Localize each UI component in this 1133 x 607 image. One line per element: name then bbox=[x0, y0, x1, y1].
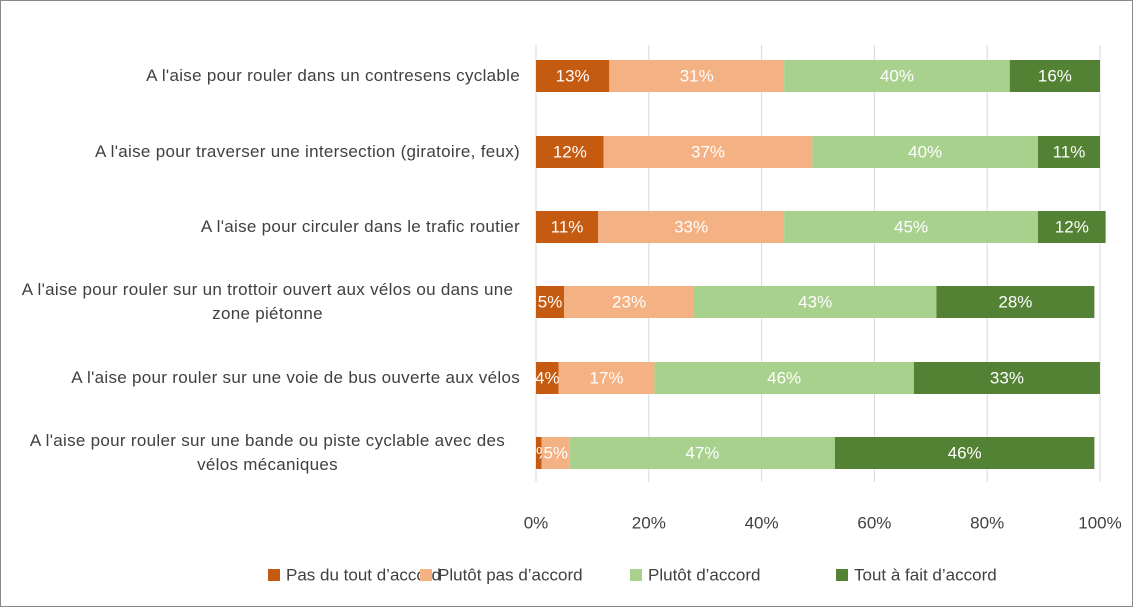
bar-segment bbox=[558, 362, 655, 394]
x-tick-label: 0% bbox=[524, 513, 549, 532]
bar-segment bbox=[536, 136, 604, 168]
x-tick-label: 80% bbox=[970, 513, 1004, 532]
bar-segment bbox=[536, 362, 559, 394]
category-text: A l'aise pour rouler sur un trottoir ouv… bbox=[21, 280, 514, 323]
x-tick-label: 100% bbox=[1078, 513, 1121, 532]
bar-segment bbox=[536, 286, 565, 318]
legend-label: Plutôt d’accord bbox=[648, 565, 760, 584]
category-label: A l'aise pour traverser une intersection… bbox=[95, 140, 520, 164]
bar-segment bbox=[603, 136, 813, 168]
category-text: A l'aise pour circuler dans le trafic ro… bbox=[200, 217, 520, 236]
data-label: 47% bbox=[685, 443, 719, 462]
bar-segment bbox=[598, 211, 785, 243]
x-tick-label: 60% bbox=[857, 513, 891, 532]
data-label: 46% bbox=[767, 368, 801, 387]
data-label: 33% bbox=[674, 217, 708, 236]
category-text: A l'aise pour rouler sur une bande ou pi… bbox=[29, 431, 506, 474]
bar-segment bbox=[569, 437, 835, 469]
bar-segment bbox=[536, 60, 610, 92]
legend-label: Plutôt pas d’accord bbox=[438, 565, 583, 584]
category-label: A l'aise pour rouler dans un contresens … bbox=[146, 64, 520, 88]
bar-segment bbox=[1009, 60, 1100, 92]
data-label: 16% bbox=[1038, 66, 1072, 85]
data-label: 40% bbox=[880, 66, 914, 85]
category-text: A l'aise pour traverser une intersection… bbox=[94, 142, 520, 161]
data-label: 46% bbox=[948, 443, 982, 462]
category-label: A l'aise pour rouler sur un trottoir ouv… bbox=[15, 278, 520, 326]
category-text: A l'aise pour rouler dans un contresens … bbox=[146, 66, 520, 85]
category-label: A l'aise pour rouler sur une voie de bus… bbox=[71, 366, 520, 390]
bar-segment bbox=[1037, 136, 1100, 168]
data-label: 37% bbox=[691, 142, 725, 161]
data-label: 12% bbox=[1055, 217, 1089, 236]
legend-swatch bbox=[268, 569, 280, 581]
bar-segment bbox=[1037, 211, 1106, 243]
data-label: 17% bbox=[589, 368, 623, 387]
bar-segment bbox=[536, 211, 599, 243]
legend-label: Pas du tout d’accord bbox=[286, 565, 441, 584]
data-label: 11% bbox=[551, 217, 584, 236]
bar-segment bbox=[784, 211, 1038, 243]
bar-segment bbox=[812, 136, 1038, 168]
data-label: 40% bbox=[908, 142, 942, 161]
category-text: A l'aise pour rouler sur une voie de bus… bbox=[71, 368, 520, 387]
data-label: 5% bbox=[543, 443, 568, 462]
data-label: 23% bbox=[612, 292, 646, 311]
category-label: A l'aise pour rouler sur une bande ou pi… bbox=[15, 429, 520, 477]
legend-label: Tout à fait d’accord bbox=[854, 565, 997, 584]
category-label: A l'aise pour circuler dans le trafic ro… bbox=[201, 215, 520, 239]
legend-swatch bbox=[836, 569, 848, 581]
bar-segment bbox=[536, 437, 542, 469]
bar-segment bbox=[541, 437, 570, 469]
data-label: 31% bbox=[680, 66, 714, 85]
x-tick-label: 20% bbox=[632, 513, 666, 532]
legend-swatch bbox=[420, 569, 432, 581]
bar-segment bbox=[936, 286, 1095, 318]
data-label: 11% bbox=[1053, 142, 1086, 161]
data-label: 43% bbox=[798, 292, 832, 311]
data-label: 13% bbox=[556, 66, 590, 85]
data-label: 45% bbox=[894, 217, 928, 236]
bar-segment bbox=[834, 437, 1095, 469]
data-label: 12% bbox=[553, 142, 587, 161]
data-label: 4% bbox=[535, 368, 560, 387]
bar-segment bbox=[609, 60, 785, 92]
legend-swatch bbox=[630, 569, 642, 581]
bar-segment bbox=[564, 286, 694, 318]
bar-segment bbox=[693, 286, 937, 318]
bar-segment bbox=[913, 362, 1100, 394]
data-label: 5% bbox=[538, 292, 563, 311]
data-label: 33% bbox=[990, 368, 1024, 387]
x-tick-label: 40% bbox=[745, 513, 779, 532]
bar-segment bbox=[654, 362, 914, 394]
bar-segment bbox=[784, 60, 1010, 92]
data-label: 28% bbox=[998, 292, 1032, 311]
